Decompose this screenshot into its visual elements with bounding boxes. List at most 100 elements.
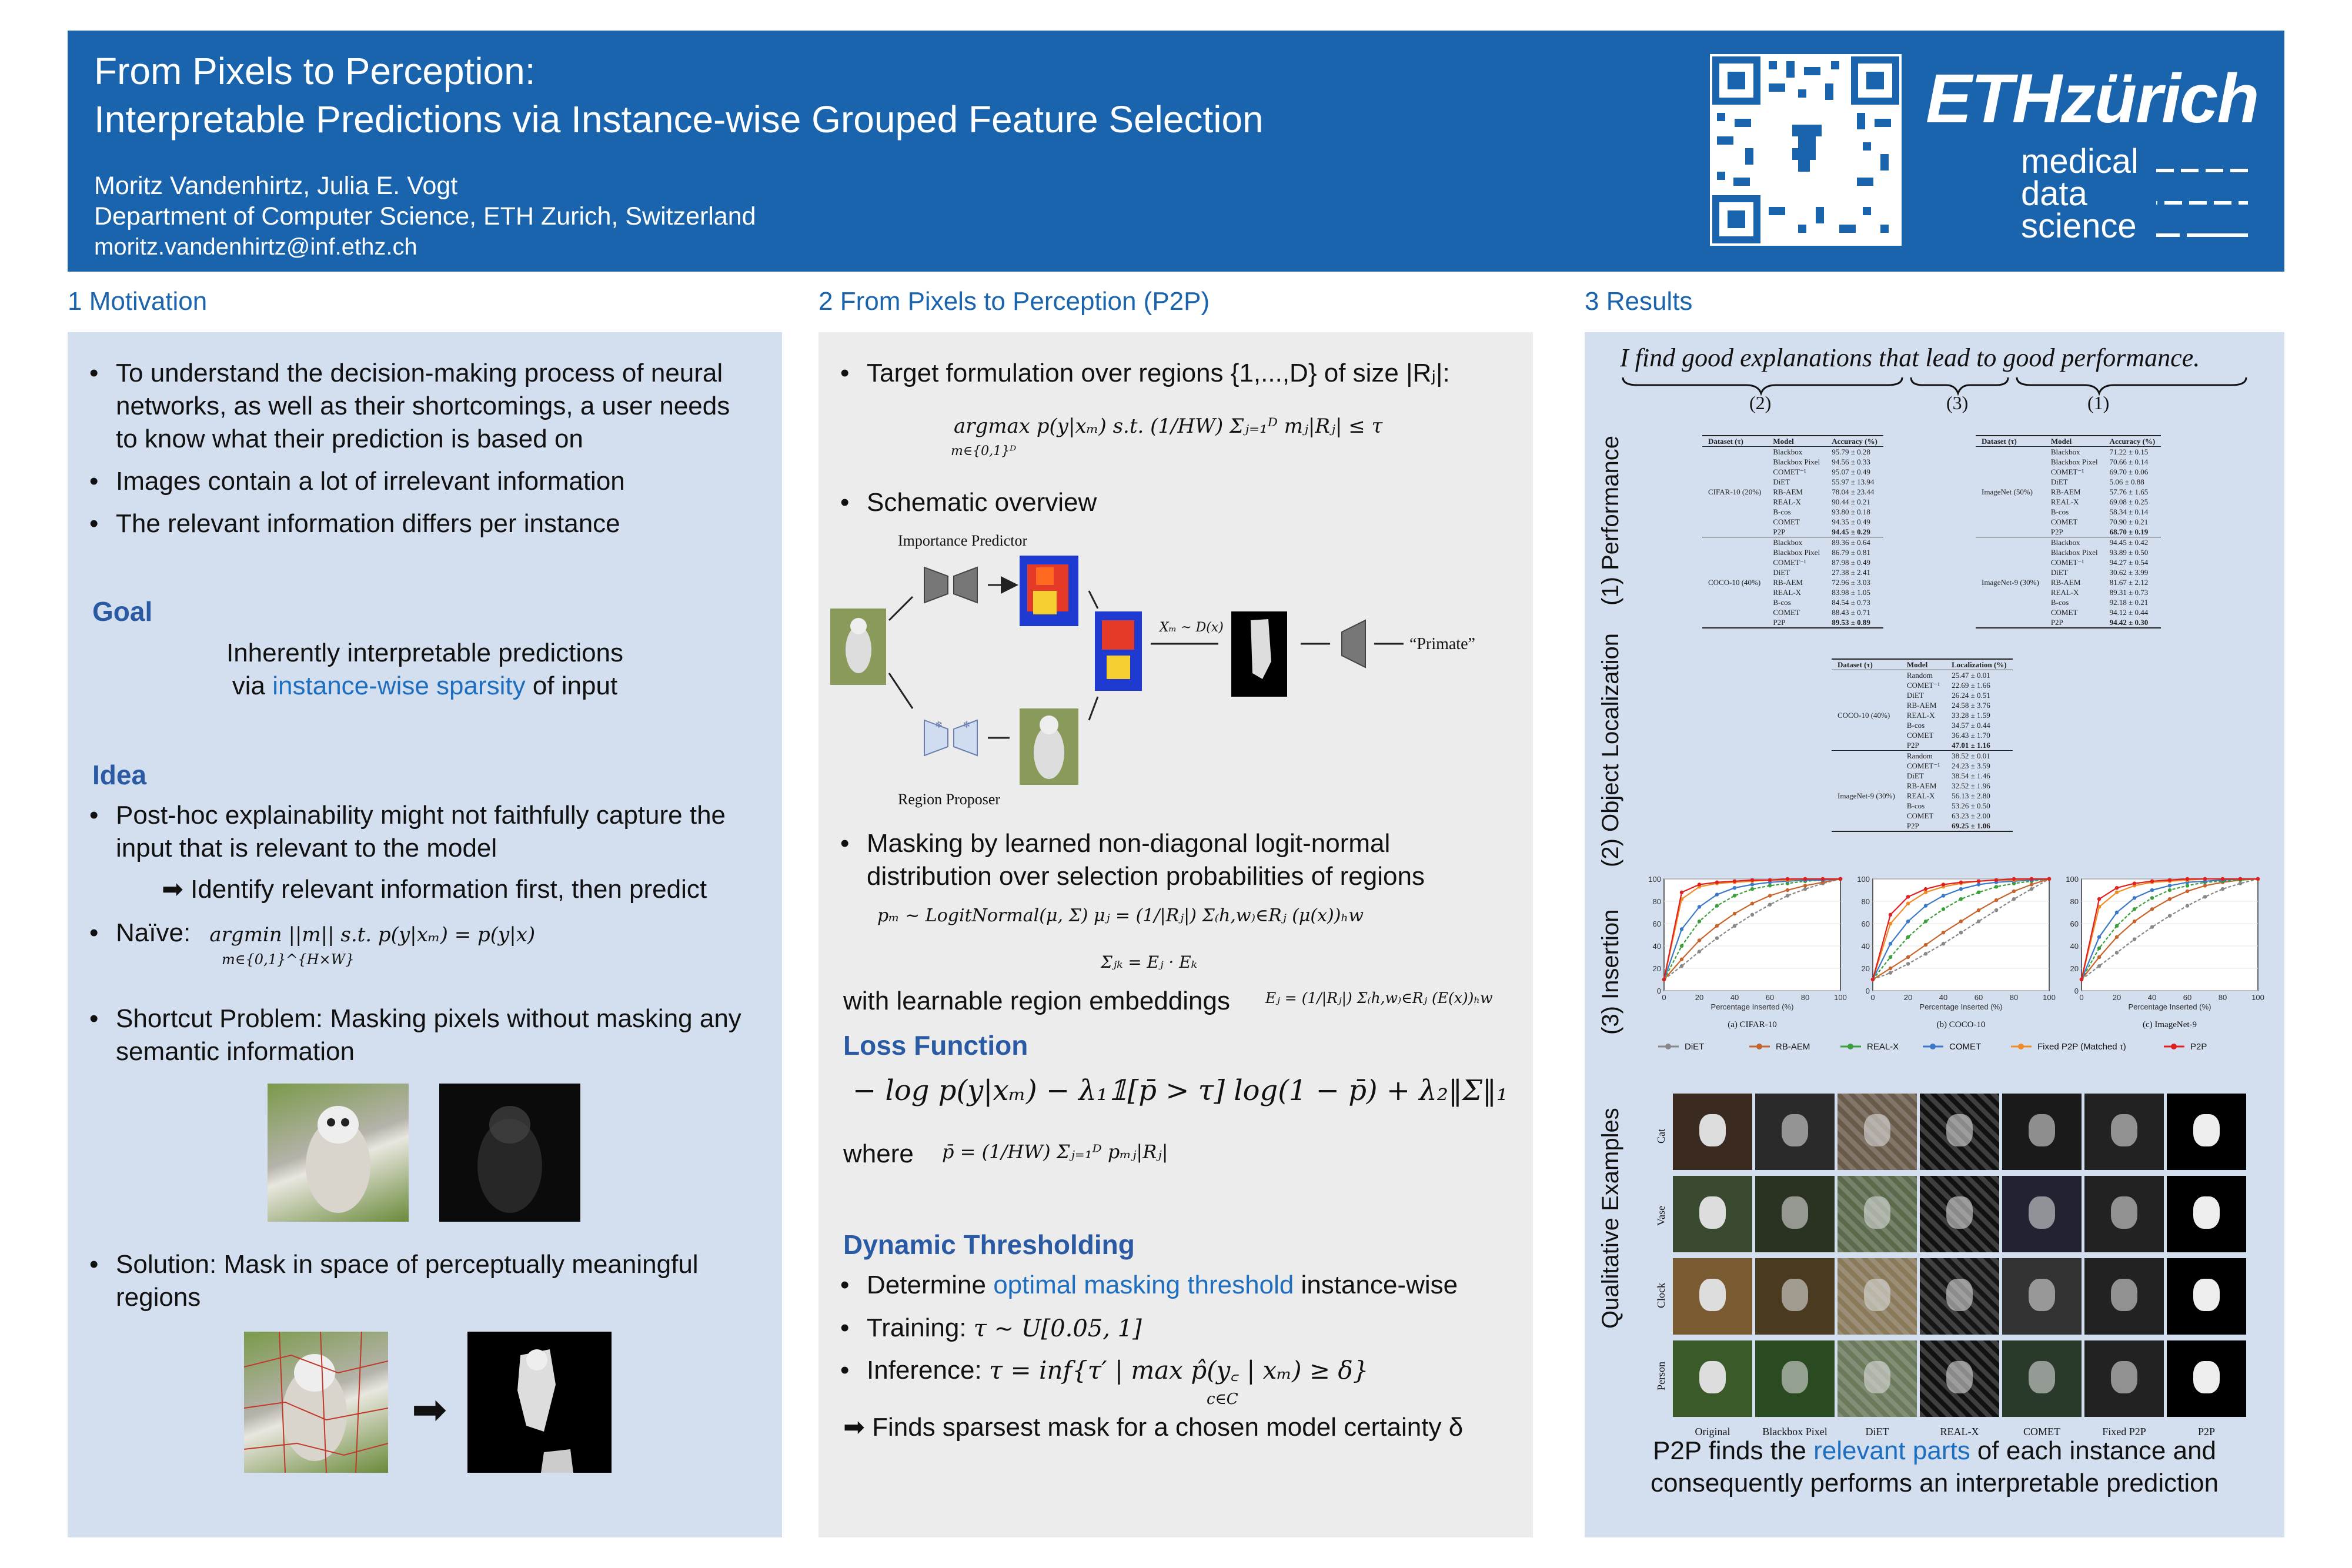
authors: Moritz Vandenhirtz, Julia E. Vogt	[94, 172, 458, 200]
poster-header: From Pixels to Perception: Interpretable…	[68, 31, 2284, 272]
table-cell-model: P2P	[1773, 527, 1786, 536]
table-cell-dataset	[1702, 517, 1767, 527]
qual-image	[1920, 1258, 1999, 1335]
qualitative-grid: Cat Vase Clock Person Original Blackbox Pixel…	[1632, 1082, 2278, 1487]
chart-title: (b) COCO-10	[1937, 1020, 1986, 1029]
goal-heading: Goal	[92, 596, 153, 627]
qual-object	[1864, 1114, 1890, 1146]
qual-object	[1782, 1196, 1808, 1229]
arrow-right-icon: ➡	[843, 1413, 873, 1442]
qual-object	[1699, 1361, 1726, 1393]
data-point	[1768, 878, 1772, 882]
table-row: DiET 5.06 ± 0.88	[1976, 477, 2161, 487]
table-cell-dataset	[1976, 547, 2045, 557]
data-point	[1662, 977, 1666, 982]
table-cell-value: 94.45 ± 0.29	[1832, 527, 1870, 536]
qual-image	[2084, 1258, 2164, 1335]
qual-image	[2167, 1094, 2246, 1170]
qr-code-icon[interactable]	[1710, 54, 1902, 246]
table-cell-value: 94.12 ± 0.44	[2109, 608, 2149, 617]
table-header: Model	[1773, 437, 1794, 446]
table-row: Blackbox Pixel 86.79 ± 0.81	[1702, 547, 1883, 557]
table-row: P2P 94.42 ± 0.30	[1976, 617, 2161, 628]
table-row: ImageNet-9 (30%) RB-AEM 81.67 ± 2.12	[1976, 577, 2161, 587]
table-cell-model: P2P	[2050, 618, 2063, 627]
qual-image	[2167, 1258, 2246, 1335]
data-point	[2114, 924, 2119, 928]
qualitative-label: Qualitative Examples	[1598, 1108, 1623, 1329]
data-point	[2114, 890, 2119, 894]
qual-row-label: Vase	[1655, 1206, 1667, 1226]
table-cell-dataset	[1702, 467, 1767, 477]
x-axis-label: Percentage Inserted (%)	[1711, 1002, 1794, 1011]
data-point	[1941, 882, 1946, 887]
table-row: COMET⁻¹ 24.23 ± 3.59	[1832, 761, 2013, 771]
idea-arrow: ➡ Identify relevant information first, t…	[162, 875, 707, 904]
data-point	[1768, 884, 1772, 888]
qual-image	[1838, 1094, 1917, 1170]
data-point	[1941, 894, 1946, 898]
qual-object	[1699, 1114, 1726, 1146]
qual-object	[2029, 1114, 2055, 1146]
qual-object	[2029, 1279, 2055, 1311]
qual-object	[1699, 1279, 1726, 1311]
table-cell-dataset: CIFAR-10 (20%)	[1708, 487, 1762, 496]
table-row: REAL-X 90.44 ± 0.21	[1702, 497, 1883, 507]
x-tick-label: 40	[1730, 993, 1739, 1002]
arrow-right-icon: ➡	[162, 875, 191, 904]
data-point	[1820, 877, 1825, 881]
table-cell-model: COMET	[2050, 608, 2078, 617]
sample-label: Xₘ ~ D(x)	[1160, 620, 1224, 635]
mds-word-medical: medical	[2021, 142, 2139, 180]
table-cell-value: 53.26 ± 0.50	[1952, 801, 1990, 810]
table-row: COMET⁻¹ 87.98 ± 0.49	[1702, 557, 1883, 567]
qual-image	[2002, 1176, 2082, 1252]
qual-object	[2193, 1279, 2220, 1311]
poster-title: From Pixels to Perception: Interpretable…	[94, 47, 1264, 143]
table-cell-dataset: COCO-10 (40%)	[1838, 711, 1890, 720]
table-row: COMET⁻¹ 94.27 ± 0.54	[1976, 557, 2161, 567]
table-cell-value: 94.27 ± 0.54	[2109, 558, 2149, 567]
data-point	[2185, 889, 2190, 894]
data-point	[2012, 877, 2016, 881]
table-cell-model: COMET	[1773, 517, 1800, 526]
insertion-label: (3) Insertion	[1598, 909, 1623, 1035]
data-point	[1923, 942, 1928, 947]
qual-image	[1755, 1094, 1835, 1170]
table-row: Blackbox Pixel 94.56 ± 0.33	[1702, 457, 1883, 467]
table-cell-dataset	[1976, 527, 2045, 537]
table-cell-model: Random	[1906, 751, 1933, 760]
table-cell-value: 36.43 ± 1.70	[1952, 731, 1990, 740]
table-cell-dataset: ImageNet (50%)	[1982, 487, 2033, 496]
data-point	[2114, 951, 2119, 955]
qual-object	[1782, 1114, 1808, 1146]
qual-image	[2167, 1340, 2246, 1417]
table-row: Random 25.47 ± 0.01	[1832, 670, 2013, 681]
data-point	[2097, 964, 2102, 968]
table-cell-dataset	[1832, 761, 1901, 771]
x-tick-label: 80	[2219, 993, 2227, 1002]
data-point	[2167, 878, 2172, 882]
qual-object	[2111, 1361, 2137, 1393]
table-header: Dataset (τ)	[1708, 437, 1743, 446]
table-cell-dataset	[1976, 537, 2045, 548]
x-tick-label: 60	[1975, 993, 1983, 1002]
data-point	[1976, 879, 1981, 883]
data-point	[1803, 877, 1808, 881]
table-cell-model: DiET	[2050, 477, 2068, 486]
table-cell-value: 71.22 ± 0.15	[2109, 447, 2149, 456]
table-row: P2P 89.53 ± 0.89	[1702, 617, 1883, 628]
data-point	[1941, 931, 1946, 935]
table-row: B-cos 92.18 ± 0.21	[1976, 597, 2161, 607]
qual-col-label: DiET	[1865, 1426, 1889, 1437]
data-point	[1838, 877, 1843, 881]
table-row: COMET⁻¹ 95.07 ± 0.49	[1702, 467, 1883, 477]
table-cell-model: RB-AEM	[1906, 701, 1937, 710]
chart-frame	[1663, 878, 1841, 991]
table-cell-model: P2P	[1906, 741, 1919, 750]
qual-object	[2193, 1361, 2220, 1393]
table-row: Blackbox 95.79 ± 0.28	[1702, 447, 1883, 457]
qual-object	[1864, 1196, 1890, 1229]
qual-image	[2002, 1094, 2082, 1170]
covariance-formula: Σⱼₖ = Eⱼ · Eₖ	[1101, 952, 1197, 972]
